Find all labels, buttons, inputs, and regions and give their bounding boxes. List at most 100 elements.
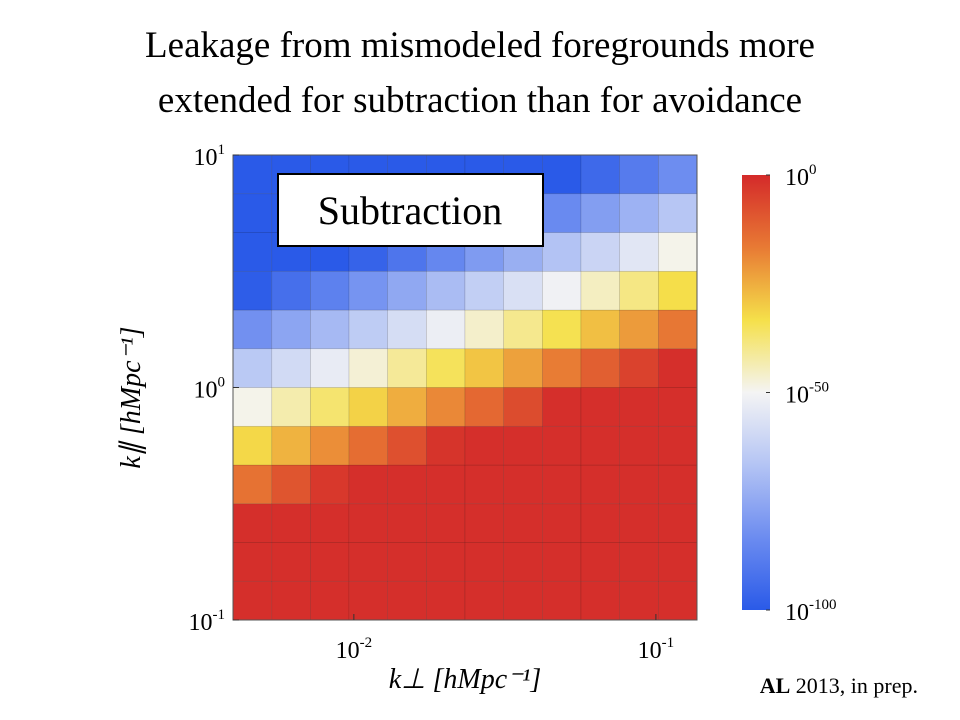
heatmap-cell	[348, 309, 388, 350]
tick-label: 10-2	[336, 635, 373, 664]
heatmap-cell	[348, 503, 388, 543]
heatmap-cell	[310, 425, 350, 466]
tick-exponent: -2	[360, 635, 373, 651]
heatmap-cell	[464, 270, 504, 311]
heatmap-cell	[348, 425, 388, 466]
heatmap-cell	[426, 425, 466, 466]
heatmap-cell	[348, 348, 388, 388]
heatmap-cell	[426, 348, 466, 388]
heatmap-cell	[542, 464, 582, 505]
tick-exponent: -50	[809, 380, 829, 396]
tick-base: 10	[785, 165, 809, 191]
heatmap-cell	[232, 193, 273, 233]
tick-label: 101	[194, 142, 226, 171]
heatmap-cell	[542, 232, 582, 272]
heatmap-cell	[271, 309, 311, 350]
heatmap-cell	[542, 387, 582, 427]
heatmap-cell	[503, 270, 543, 311]
heatmap-cell	[348, 464, 388, 505]
heatmap-cell	[580, 193, 620, 233]
heatmap-cell	[658, 387, 698, 427]
heatmap-cell	[580, 309, 620, 350]
tick-label: 10-1	[638, 635, 675, 664]
heatmap-cell	[580, 154, 620, 195]
colorbar	[742, 175, 770, 610]
tick-base: 10	[194, 145, 218, 171]
heatmap-cell	[232, 270, 273, 311]
heatmap-cell	[464, 309, 504, 350]
citation-text: 2013, in prep.	[796, 673, 918, 698]
heatmap-cell	[658, 425, 698, 466]
heatmap-cell	[503, 348, 543, 388]
heatmap-cell	[580, 580, 620, 621]
tick-label: 10-50	[785, 380, 829, 409]
heatmap-cell	[542, 425, 582, 466]
heatmap-cell	[619, 309, 659, 350]
heatmap-cell	[271, 580, 311, 621]
heatmap-cell	[542, 154, 582, 195]
heatmap-cell	[310, 348, 350, 388]
heatmap-cell	[310, 464, 350, 505]
heatmap-cell	[232, 542, 273, 582]
tick-exponent: -1	[662, 635, 675, 651]
heatmap-cell	[503, 309, 543, 350]
heatmap-cell	[271, 348, 311, 388]
heatmap-cell	[271, 425, 311, 466]
heatmap-cell	[348, 387, 388, 427]
heatmap-cell	[619, 425, 659, 466]
heatmap-cell	[387, 542, 427, 582]
tick-base: 10	[785, 383, 809, 409]
tick-exponent: 0	[218, 375, 226, 391]
heatmap-cell	[580, 464, 620, 505]
heatmap-cell	[503, 542, 543, 582]
heatmap-cell	[271, 464, 311, 505]
heatmap-cell	[619, 464, 659, 505]
heatmap-cell	[658, 464, 698, 505]
heatmap-cell	[542, 309, 582, 350]
heatmap-cell	[271, 270, 311, 311]
heatmap-cell	[387, 580, 427, 621]
heatmap-cell	[503, 580, 543, 621]
tick-base: 10	[638, 638, 662, 664]
tick-label: 10-100	[785, 597, 837, 626]
tick-base: 10	[189, 610, 213, 636]
heatmap-cell	[271, 387, 311, 427]
heatmap-cell	[658, 503, 698, 543]
tick-base: 10	[336, 638, 360, 664]
heatmap-cell	[387, 270, 427, 311]
heatmap-cell	[503, 503, 543, 543]
heatmap-cell	[387, 309, 427, 350]
heatmap-cell	[387, 503, 427, 543]
heatmap-cell	[619, 232, 659, 272]
annotation: Subtraction	[318, 188, 502, 233]
heatmap-cell	[658, 348, 698, 388]
heatmap-cell	[310, 580, 350, 621]
heatmap-cell	[658, 309, 698, 350]
heatmap-cell	[426, 580, 466, 621]
title-line: Leakage from mismodeled foregrounds more	[145, 25, 815, 66]
title-line: extended for subtraction than for avoida…	[158, 80, 802, 121]
heatmap-cell	[580, 425, 620, 466]
heatmap-cell	[464, 542, 504, 582]
heatmap-cell	[658, 154, 698, 195]
heatmap-cell	[580, 270, 620, 311]
heatmap-cell	[426, 270, 466, 311]
tick-exponent: 0	[809, 162, 817, 178]
heatmap-cell	[464, 387, 504, 427]
heatmap-cell	[464, 425, 504, 466]
heatmap-cell	[387, 425, 427, 466]
heatmap-cell	[619, 387, 659, 427]
heatmap-cell	[232, 464, 273, 505]
heatmap-cell	[580, 387, 620, 427]
heatmap-cell	[232, 309, 273, 350]
heatmap-cell	[580, 348, 620, 388]
heatmap-cell	[503, 425, 543, 466]
heatmap-cell	[542, 193, 582, 233]
heatmap-cell	[348, 270, 388, 311]
heatmap-cell	[503, 464, 543, 505]
tick-exponent: 1	[218, 142, 226, 158]
heatmap-cell	[542, 503, 582, 543]
tick-label: 100	[785, 162, 817, 191]
heatmap-cell	[658, 542, 698, 582]
